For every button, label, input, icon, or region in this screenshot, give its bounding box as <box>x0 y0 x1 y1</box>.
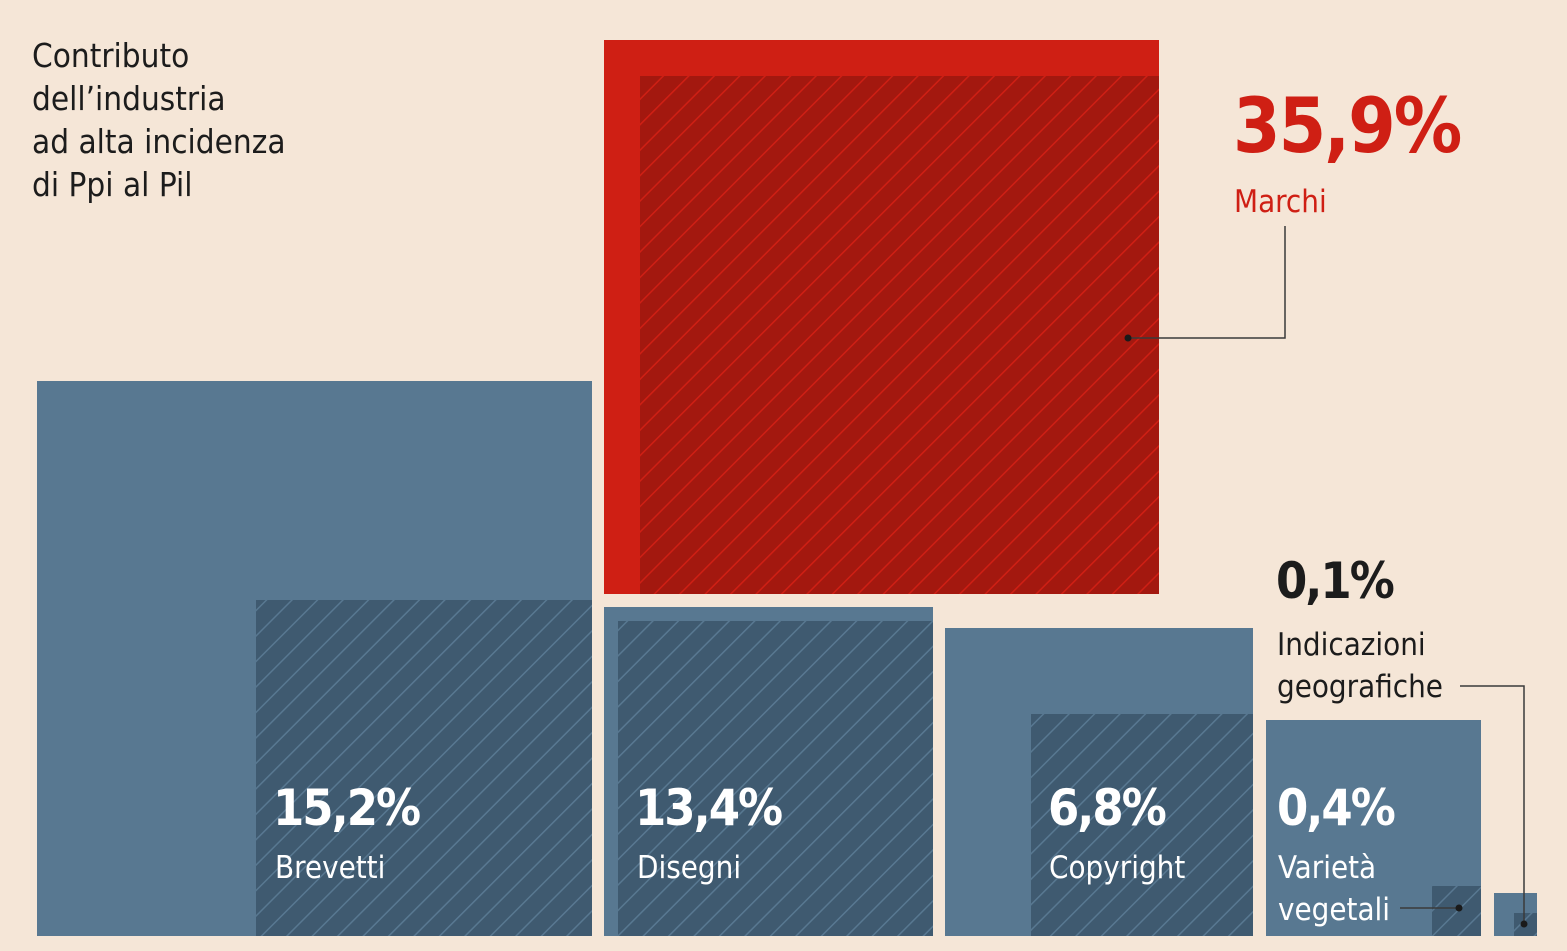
block-copyright <box>945 628 1253 936</box>
leader-line-indicazioni-geografiche <box>1460 685 1525 924</box>
category-label-indicazioni-geografiche: Indicazioni geografiche <box>1277 627 1443 705</box>
leader-line-marchi <box>1128 226 1286 339</box>
block-varieta-vegetali <box>1266 720 1481 936</box>
block-disegni-inner <box>618 621 933 936</box>
category-label-marchi: Marchi <box>1234 184 1327 220</box>
block-indicazioni-geografiche <box>1494 893 1537 936</box>
chart-title: Contributo dell’industria ad alta incide… <box>32 36 286 204</box>
block-brevetti-inner <box>256 600 592 936</box>
block-marchi-inner <box>640 76 1159 594</box>
category-label-copyright: Copyright <box>1049 850 1185 886</box>
category-label-varieta-vegetali: Varietà vegetali <box>1278 850 1390 928</box>
value-label-varieta-vegetali: 0,4% <box>1277 779 1395 837</box>
block-disegni <box>604 607 933 936</box>
block-varieta-vegetali-inner <box>1432 886 1481 936</box>
block-marchi <box>604 40 1159 594</box>
block-copyright-inner <box>1031 714 1253 936</box>
category-label-disegni: Disegni <box>637 850 741 886</box>
leader-dot-indicazioni-geografiche <box>1520 920 1528 928</box>
leader-dot-marchi <box>1124 334 1132 342</box>
value-label-copyright: 6,8% <box>1048 779 1166 837</box>
block-brevetti <box>37 381 592 936</box>
value-label-indicazioni-geografiche: 0,1% <box>1276 552 1394 610</box>
value-label-brevetti: 15,2% <box>273 779 420 837</box>
category-label-brevetti: Brevetti <box>275 850 385 886</box>
leader-dot-varieta-vegetali <box>1455 904 1463 912</box>
value-label-marchi: 35,9% <box>1233 81 1461 170</box>
value-label-disegni: 13,4% <box>635 779 782 837</box>
